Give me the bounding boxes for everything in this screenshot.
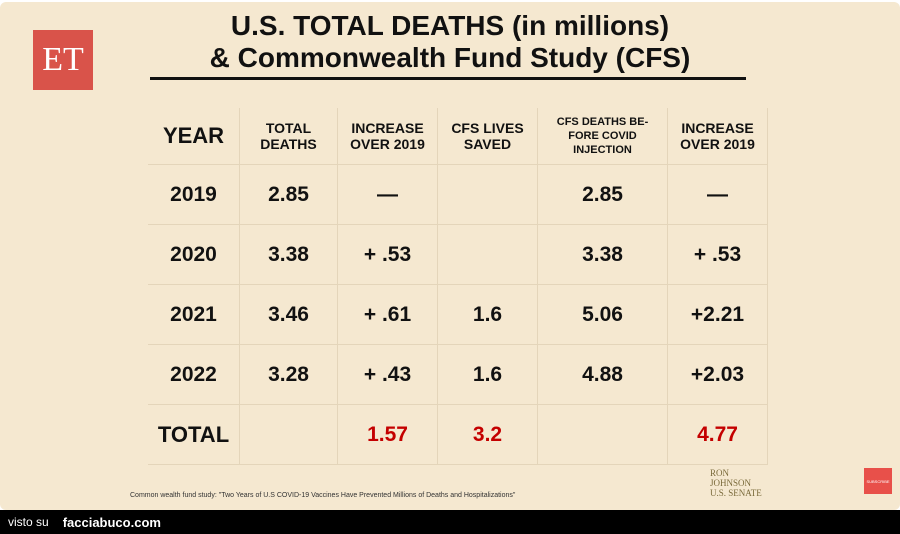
table-cell: 3.46 [240, 285, 338, 345]
header-line: TOTAL [265, 120, 312, 136]
table-cell: 4.77 [668, 405, 768, 465]
table-cell: 3.38 [240, 225, 338, 285]
senate-badge: RON JOHNSON U.S. SENATE [710, 468, 762, 498]
table-cell [438, 165, 538, 225]
header-line: YEAR [162, 123, 225, 148]
title-rule [150, 77, 746, 80]
row-label: 2021 [148, 285, 240, 345]
table-cell: + .61 [338, 285, 438, 345]
badge-line: JOHNSON [710, 478, 752, 488]
footnote: Common wealth fund study: "Two Years of … [130, 492, 516, 499]
slide: ET U.S. TOTAL DEATHS (in millions) & Com… [0, 2, 900, 510]
table-cell: + .43 [338, 345, 438, 405]
header-line: INJECTION [573, 144, 632, 156]
header-line: INCREASE [681, 120, 754, 136]
table-cell: + .53 [338, 225, 438, 285]
table-cell [538, 405, 668, 465]
header-line: CFS LIVES [451, 120, 524, 136]
row-label: 2019 [148, 165, 240, 225]
row-label: 2020 [148, 225, 240, 285]
header-line: OVER 2019 [350, 136, 425, 152]
logo: ET [33, 30, 93, 90]
subscribe-button[interactable]: SUBSCRIBE [864, 468, 892, 494]
table-cell: 1.57 [338, 405, 438, 465]
header-line: DEATHS [260, 136, 317, 152]
table-cell: +2.03 [668, 345, 768, 405]
table-cell [438, 225, 538, 285]
column-header: CFS LIVES SAVED [438, 108, 538, 165]
table-cell: — [668, 165, 768, 225]
column-header: INCREASE OVER 2019 [668, 108, 768, 165]
table-cell: 4.88 [538, 345, 668, 405]
table-cell: + .53 [668, 225, 768, 285]
header-line: CFS DEATHS BE- [556, 116, 649, 128]
table-cell: 2.85 [240, 165, 338, 225]
column-header: INCREASE OVER 2019 [338, 108, 438, 165]
table-cell: 3.2 [438, 405, 538, 465]
watermark-prefix: visto su [8, 515, 49, 529]
column-header: YEAR [148, 108, 240, 165]
row-label: TOTAL [148, 405, 240, 465]
table-cell: 1.6 [438, 285, 538, 345]
header-line: FORE COVID [568, 130, 637, 142]
row-label: 2022 [148, 345, 240, 405]
table-cell: +2.21 [668, 285, 768, 345]
badge-line: RON [710, 468, 730, 478]
badge-line: U.S. SENATE [710, 488, 762, 498]
header-line: SAVED [463, 136, 512, 152]
table-cell: 5.06 [538, 285, 668, 345]
title: U.S. TOTAL DEATHS (in millions) & Common… [100, 10, 800, 74]
column-header: TOTAL DEATHS [240, 108, 338, 165]
table-cell: 1.6 [438, 345, 538, 405]
table-cell: — [338, 165, 438, 225]
table-cell: 3.38 [538, 225, 668, 285]
watermark-site[interactable]: facciabuco.com [62, 514, 161, 530]
watermark-bar: visto su facciabuco.com [0, 510, 900, 534]
header-line: INCREASE [351, 120, 424, 136]
table-cell: 2.85 [538, 165, 668, 225]
column-header: CFS DEATHS BE- FORE COVID INJECTION [538, 108, 668, 165]
title-line: & Commonwealth Fund Study (CFS) [209, 42, 691, 73]
header-line: OVER 2019 [680, 136, 755, 152]
title-line: U.S. TOTAL DEATHS (in millions) [230, 10, 670, 41]
table-cell: 3.28 [240, 345, 338, 405]
table-cell [240, 405, 338, 465]
